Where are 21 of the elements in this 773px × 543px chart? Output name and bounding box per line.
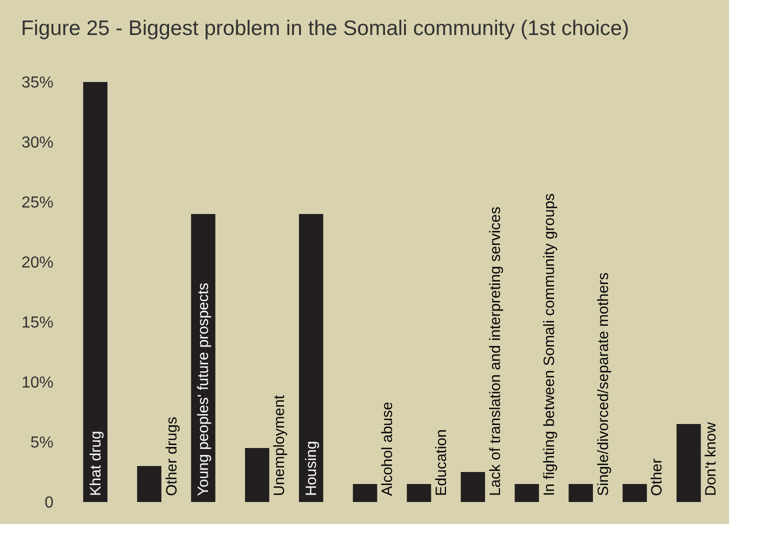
x-tick-label: In fighting between Somali community groups bbox=[540, 193, 558, 496]
x-tick-label: Young peoples' future prospects bbox=[195, 282, 212, 496]
x-tick-label: Don't know bbox=[702, 422, 720, 496]
y-tick-label: 25% bbox=[21, 194, 54, 212]
y-tick-label: 20% bbox=[21, 254, 54, 272]
x-tick-label: Other bbox=[648, 458, 666, 496]
x-tick-label: Single/divorced/separate mothers bbox=[594, 272, 612, 496]
x-tick-label: Khat drug bbox=[87, 430, 104, 496]
y-tick-label: 5% bbox=[30, 434, 54, 452]
y-tick-label: 10% bbox=[21, 374, 54, 392]
chart-title: Figure 25 - Biggest problem in the Somali community (1st choice) bbox=[20, 17, 630, 40]
y-tick-label: 35% bbox=[21, 74, 54, 92]
x-tick-label: Other drugs bbox=[163, 416, 180, 496]
x-tick-label: Housing bbox=[303, 440, 320, 496]
y-tick-label: 15% bbox=[21, 314, 54, 332]
x-tick-label: Education bbox=[432, 429, 450, 496]
x-tick-label: Unemployment bbox=[271, 394, 288, 496]
y-tick-label: 0 bbox=[44, 494, 54, 512]
y-tick-label: 30% bbox=[21, 134, 54, 152]
x-tick-label: Lack of translation and interpreting services bbox=[486, 206, 504, 496]
x-tick-label: Alcohol abuse bbox=[379, 402, 396, 496]
